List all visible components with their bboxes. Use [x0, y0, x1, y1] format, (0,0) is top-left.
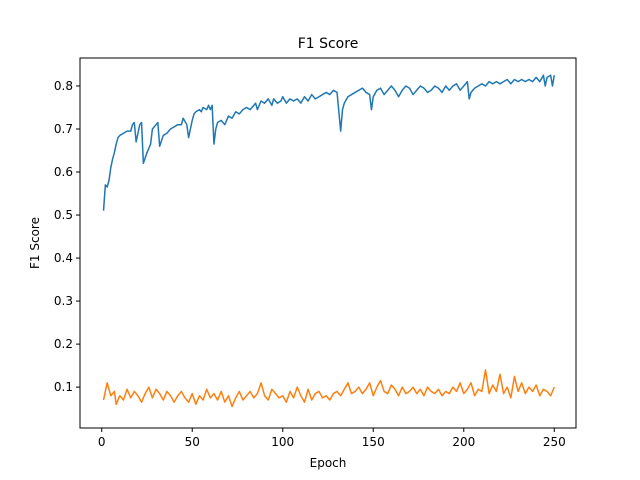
series-layer [102, 74, 556, 408]
y-tick-label: 0.6 [54, 165, 73, 179]
y-tick-label: 0.5 [54, 208, 73, 222]
y-tick-label: 0.1 [54, 380, 73, 394]
x-tick-label: 50 [185, 435, 200, 449]
y-axis-label: F1 Score [28, 217, 42, 269]
x-tick-label: 100 [271, 435, 294, 449]
x-tick-label: 0 [98, 435, 106, 449]
x-tick-label: 150 [362, 435, 385, 449]
y-tick-label: 0.7 [54, 122, 73, 136]
x-axis-label: Epoch [310, 456, 347, 470]
chart-title: F1 Score [298, 36, 359, 52]
plot-area-frame [79, 57, 577, 429]
series-line-2 [102, 369, 555, 408]
series-line-1 [102, 74, 556, 211]
x-tick-label: 250 [543, 435, 566, 449]
y-tick-label: 0.3 [54, 294, 73, 308]
y-tick-label: 0.8 [54, 79, 73, 93]
y-axis: 0.1 0.2 0.3 0.4 0.5 0.6 0.7 0.8 [54, 79, 80, 394]
y-tick-label: 0.4 [54, 251, 73, 265]
x-axis: 0 50 100 150 200 250 [98, 428, 566, 449]
x-tick-label: 200 [452, 435, 475, 449]
y-tick-label: 0.2 [54, 337, 73, 351]
